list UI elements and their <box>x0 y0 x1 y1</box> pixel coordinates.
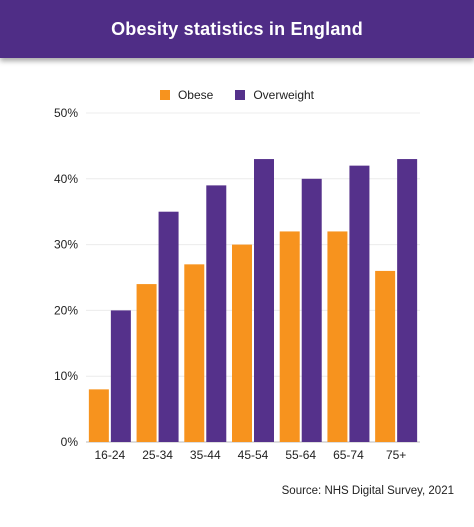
header-bar: Obesity statistics in England <box>0 0 474 58</box>
x-tick-label: 16-24 <box>95 448 126 462</box>
bar-obese-25-34 <box>136 284 157 442</box>
y-tick-label: 50% <box>54 106 78 120</box>
bar-obese-75+ <box>375 270 396 442</box>
chart-title: Obesity statistics in England <box>111 18 363 39</box>
x-tick-label: 25-34 <box>142 448 173 462</box>
y-tick-label: 30% <box>54 238 78 252</box>
x-tick-label: 55-64 <box>285 448 316 462</box>
bar-overweight-55-64 <box>301 178 322 443</box>
legend: Obese Overweight <box>0 88 474 102</box>
y-tick-label: 0% <box>61 435 79 449</box>
legend-label-obese: Obese <box>177 88 214 102</box>
bar-obese-65-74 <box>327 231 348 442</box>
bar-obese-35-44 <box>184 264 205 442</box>
legend-item-overweight: Overweight <box>235 88 314 102</box>
bar-overweight-35-44 <box>206 185 227 442</box>
legend-swatch-obese <box>159 90 170 100</box>
bar-obese-45-54 <box>232 244 252 442</box>
x-tick-label: 35-44 <box>190 448 221 462</box>
bar-overweight-45-54 <box>254 159 274 442</box>
bar-overweight-25-34 <box>158 211 179 442</box>
x-tick-label: 75+ <box>386 448 406 462</box>
legend-label-overweight: Overweight <box>253 88 315 102</box>
bar-obese-55-64 <box>279 231 300 442</box>
x-tick-label: 65-74 <box>333 448 364 462</box>
y-tick-label: 40% <box>54 172 78 186</box>
source-note: Source: NHS Digital Survey, 2021 <box>281 485 454 497</box>
y-tick-label: 10% <box>54 369 78 383</box>
bar-overweight-16-24 <box>110 310 131 442</box>
legend-item-obese: Obese <box>159 88 214 102</box>
legend-swatch-overweight <box>235 90 246 100</box>
bar-overweight-65-74 <box>349 165 370 442</box>
x-tick-label: 45-54 <box>238 448 269 462</box>
y-tick-label: 20% <box>54 303 78 317</box>
bar-obese-16-24 <box>88 389 109 442</box>
bar-overweight-75+ <box>397 159 418 442</box>
